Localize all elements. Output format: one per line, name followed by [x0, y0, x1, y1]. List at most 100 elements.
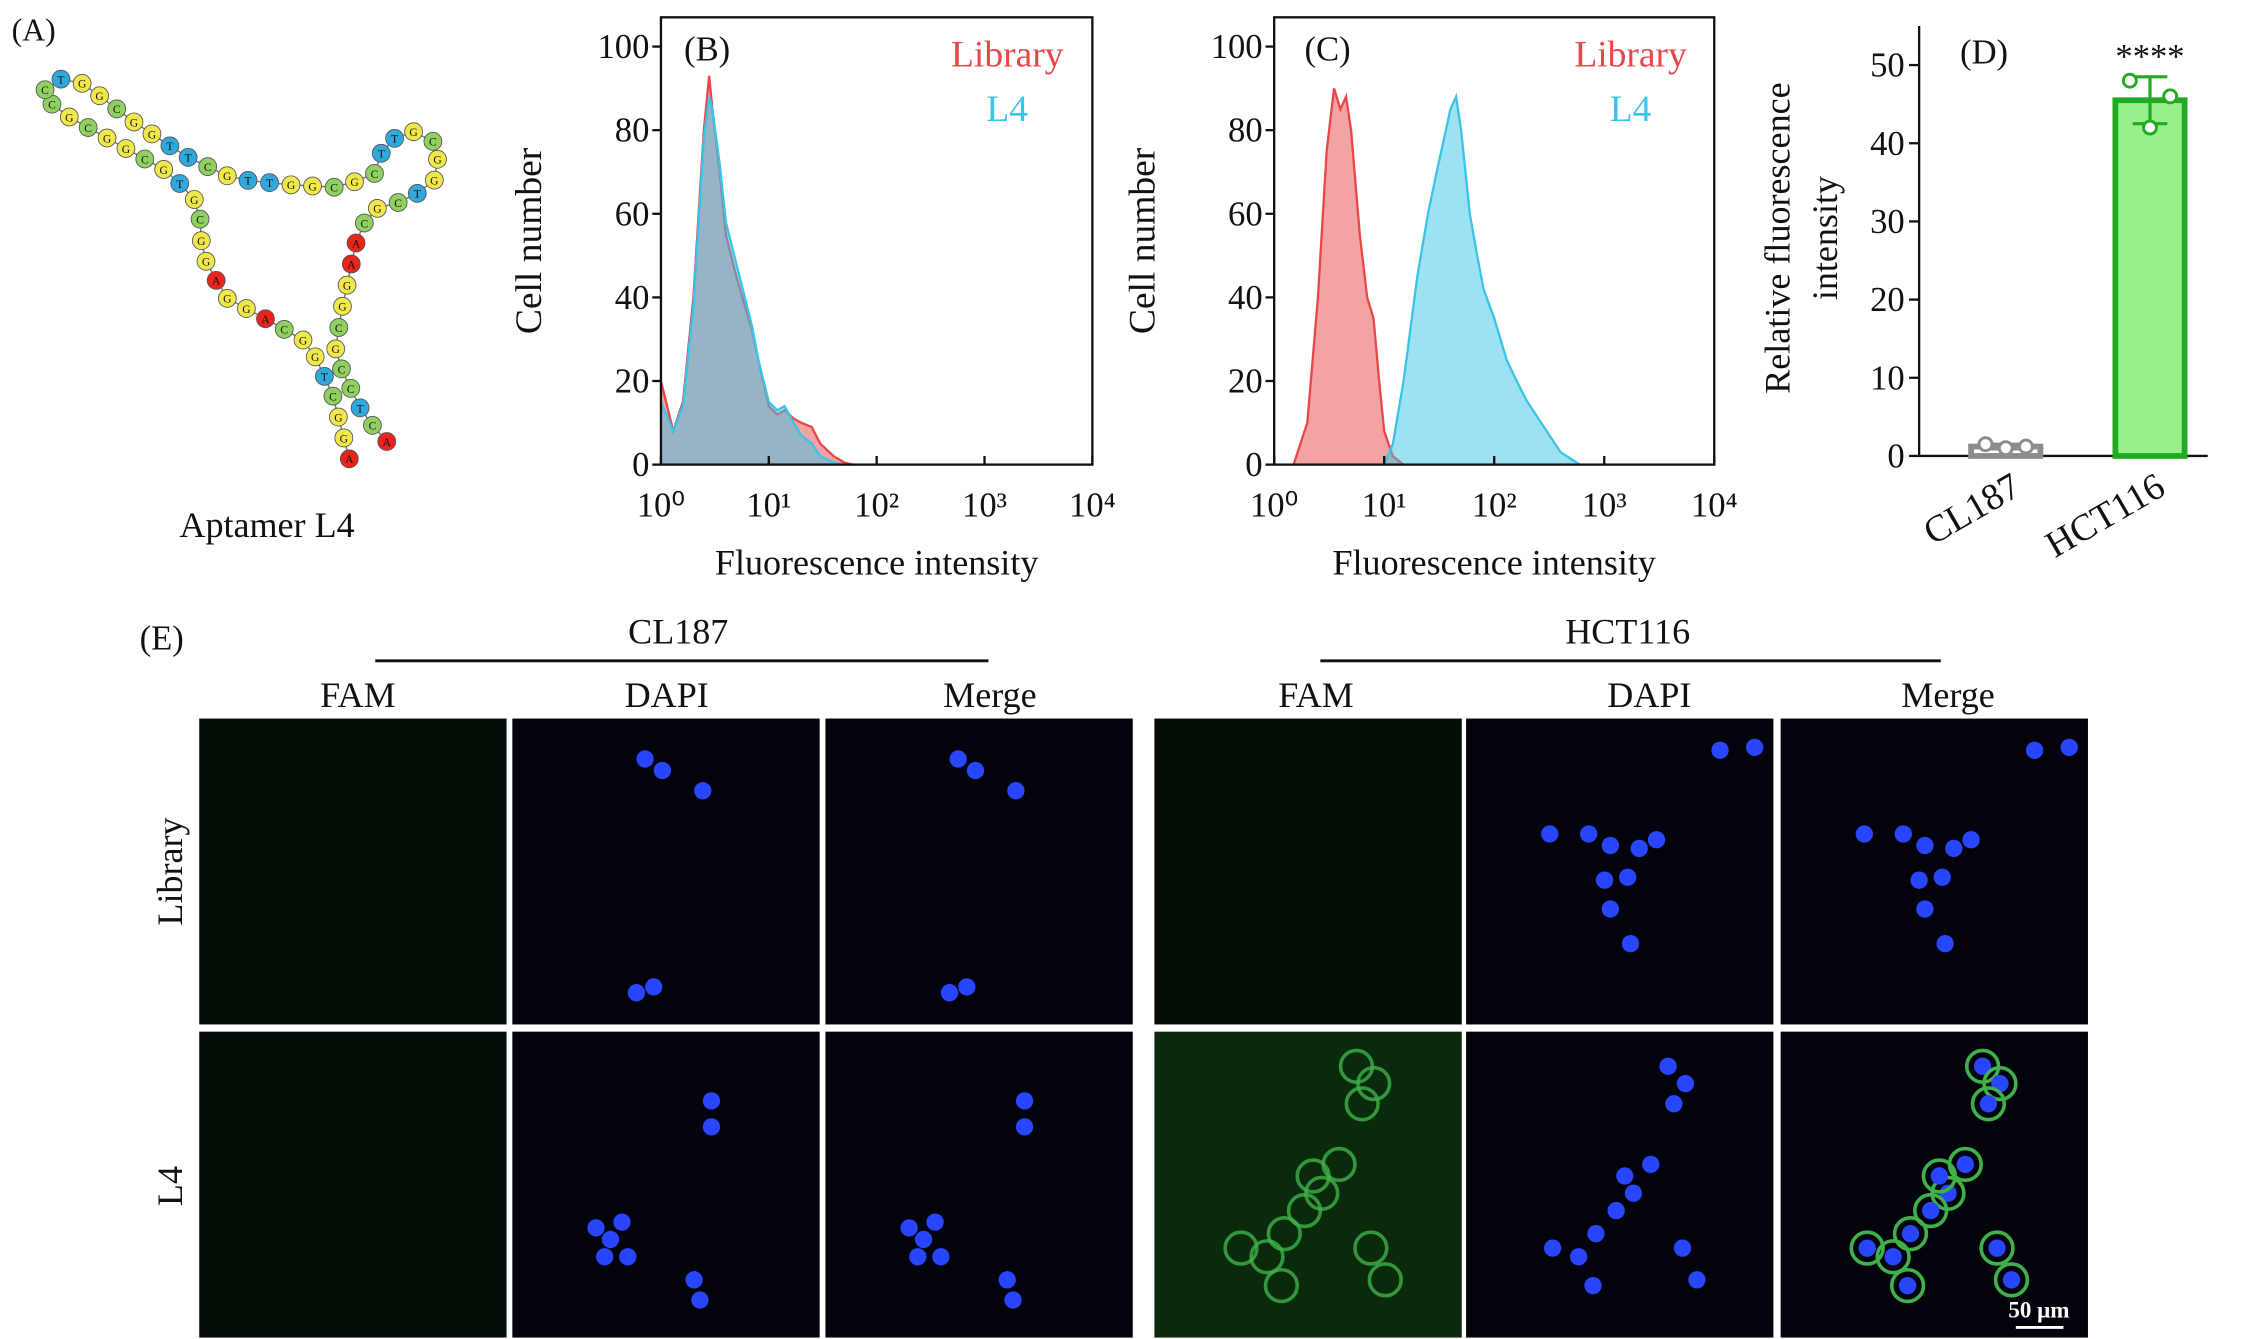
nucleus [1933, 868, 1951, 886]
nucleus [949, 750, 967, 768]
channel-label: DAPI [625, 675, 709, 715]
nucleotide [107, 99, 127, 119]
nucleotide [385, 128, 404, 148]
x-tick-label: 10² [1472, 487, 1517, 525]
data-point [1997, 440, 2014, 457]
nucleus [1898, 1276, 1917, 1295]
nucleotide [196, 251, 216, 271]
panel-label: (B) [684, 31, 730, 69]
nucleus [1988, 1239, 2006, 1257]
nucleotide-letter: C [196, 214, 204, 226]
nucleus [1979, 1095, 1998, 1113]
channel-label: FAM [320, 675, 395, 715]
nucleotide [363, 416, 382, 435]
nucleotide-letter: G [287, 180, 295, 192]
nucleotide-letter: G [308, 181, 316, 193]
nucleus [1676, 1074, 1695, 1093]
cell [1970, 1086, 2007, 1122]
nucleotide-letter: C [338, 364, 346, 376]
x-tick-label: HCT116 [2039, 466, 2172, 566]
nucleotide [332, 359, 351, 379]
nucleus [909, 1248, 927, 1266]
nucleotide [217, 166, 237, 186]
nucleus [627, 984, 646, 1002]
legend-entry: L4 [986, 89, 1028, 130]
nucleotide [424, 170, 444, 190]
y-axis-label: Cell number [509, 147, 550, 334]
nucleotide-letter: A [383, 437, 392, 449]
nucleotide-letter: G [190, 195, 198, 207]
nucleus [1607, 1201, 1625, 1220]
row-label: L4 [150, 1166, 190, 1206]
nucleus [1688, 1271, 1706, 1289]
panel-label: (D) [1960, 33, 2008, 71]
nucleotide [354, 213, 374, 233]
group-label: HCT116 [1565, 612, 1690, 652]
nucleus [1945, 839, 1963, 858]
nucleotide [323, 386, 343, 406]
nucleotide-letter: G [332, 344, 340, 356]
nucleus [932, 1248, 950, 1266]
x-tick-label: 10³ [1582, 487, 1627, 525]
y-tick-label: 100 [597, 28, 649, 66]
cell [1921, 1158, 1958, 1194]
nucleotide [78, 118, 98, 137]
nucleus [1922, 1201, 1940, 1220]
nucleus [1569, 1248, 1588, 1266]
nucleotide [237, 299, 256, 318]
nucleotide-letter: C [280, 325, 288, 337]
panel-label: (A) [12, 12, 56, 47]
nucleotide [293, 330, 313, 350]
nucleotide [217, 289, 237, 308]
scale-bar-label: 50 μm [2008, 1296, 2069, 1322]
nucleotide [135, 149, 155, 169]
nucleotide [305, 347, 325, 367]
nucleus [958, 978, 976, 996]
chart: Library L4 10⁰ 10¹ 10² 10³ 10⁴ 0 20 40 60 80 100 Fluo… [1122, 16, 1738, 582]
nucleus [1619, 868, 1637, 886]
nucleotide [59, 107, 79, 127]
nucleotide-letter: A [212, 276, 221, 288]
y-tick-label: 20 [1228, 363, 1263, 401]
y-tick-label: 40 [1870, 125, 1905, 163]
nucleotide [407, 183, 427, 203]
nucleus [596, 1248, 614, 1266]
nucleus [1711, 741, 1729, 759]
micrograph [512, 1031, 820, 1338]
x-tick-label: 10⁰ [637, 487, 685, 525]
x-tick-label: 10⁴ [1691, 487, 1738, 525]
nucleotide-letter: C [369, 421, 377, 433]
nucleus [1901, 1225, 1920, 1243]
nucleotide [339, 449, 359, 469]
nucleus [1007, 782, 1025, 800]
nucleotide-letter: G [202, 257, 210, 269]
nucleotide-letter: C [335, 323, 343, 335]
cell [1223, 1230, 1259, 1266]
nucleotide-letter: C [347, 384, 355, 396]
cell [1367, 1262, 1403, 1298]
nucleotide-letter: G [430, 175, 438, 187]
nucleotide-letter: G [373, 204, 381, 216]
nucleotide-letter: G [78, 79, 86, 91]
y-tick-label: 0 [1887, 437, 1904, 475]
nucleus [1004, 1291, 1022, 1309]
nucleotide [334, 428, 354, 448]
micrograph [825, 1031, 1133, 1338]
channel-label: FAM [1278, 675, 1354, 715]
cell [1286, 1192, 1323, 1229]
nucleus [1930, 1167, 1949, 1185]
nucleus [1616, 1167, 1634, 1185]
nucleotide [35, 80, 55, 100]
nucleotide-letter: A [347, 259, 356, 271]
nucleotide-letter: T [357, 403, 364, 415]
nucleus [1601, 836, 1620, 855]
nucleus [1601, 900, 1620, 918]
channel-label: DAPI [1607, 675, 1691, 715]
y-tick-label: 80 [615, 112, 650, 150]
nucleotide-letter: G [223, 171, 231, 183]
y-tick-label: 80 [1228, 112, 1263, 150]
data-point [2017, 438, 2034, 455]
nucleus [636, 750, 654, 768]
cell [1892, 1215, 1929, 1252]
y-tick-label: 10 [1870, 359, 1905, 397]
